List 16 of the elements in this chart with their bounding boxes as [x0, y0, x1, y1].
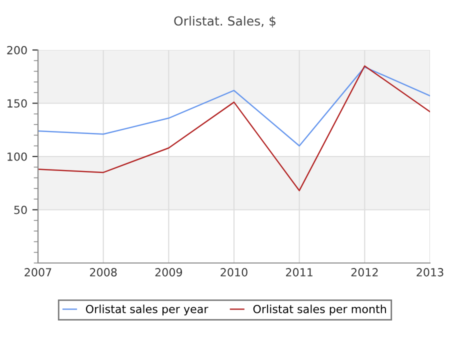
legend-label: Orlistat sales per year	[86, 304, 208, 316]
line-series	[38, 65, 430, 192]
x-tick-label: 2008	[90, 268, 117, 276]
x-tick-label: 2010	[220, 268, 248, 276]
x-tick-label: 2011	[286, 268, 312, 276]
y-tick-label: 100	[8, 152, 27, 161]
line-series	[38, 66, 430, 146]
y-tick-label: 200	[7, 46, 27, 54]
legend-label: Orlistat sales per month	[253, 304, 386, 316]
chart-title: Orlistat. Sales, $	[174, 16, 276, 28]
y-tick-label: 50	[14, 206, 27, 214]
x-tick-label: 2007	[24, 268, 52, 276]
x-tick-label: 2009	[155, 268, 182, 276]
x-tick-label: 2012	[351, 268, 378, 276]
y-tick-label: 150	[8, 99, 27, 108]
x-tick-label: 2013	[416, 268, 444, 276]
